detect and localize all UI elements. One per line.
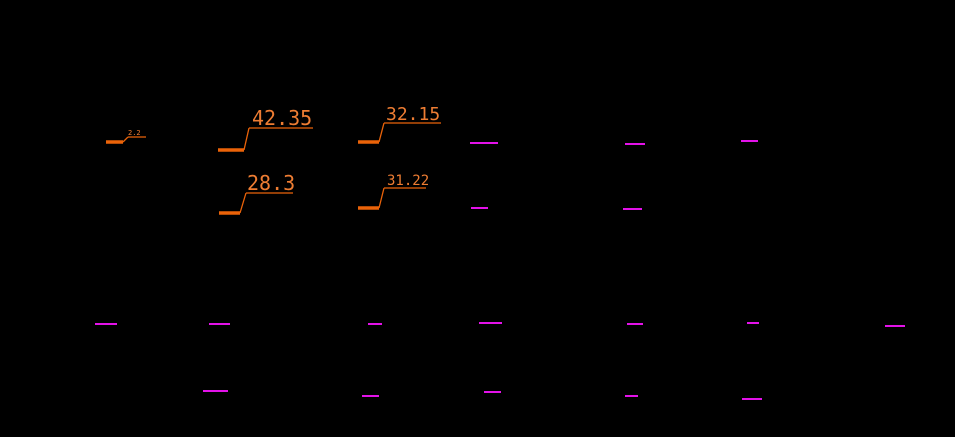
- dimension-label[interactable]: 32.15: [386, 104, 440, 125]
- leader-diagonal-line: [378, 187, 385, 209]
- dimension-annotation[interactable]: 28.3: [219, 171, 295, 215]
- dimension-annotation[interactable]: 32.15: [358, 104, 441, 144]
- leader-diagonal-line: [378, 122, 385, 143]
- dimension-label[interactable]: 28.3: [247, 171, 295, 195]
- dimension-label[interactable]: 2.2: [128, 129, 141, 137]
- dimension-label[interactable]: 42.35: [252, 106, 312, 130]
- leader-diagonal-line: [239, 192, 247, 214]
- dimension-annotation[interactable]: 31.22: [358, 173, 429, 210]
- leader-diagonal-line: [243, 127, 250, 151]
- dimension-annotation[interactable]: 42.35: [218, 106, 313, 152]
- dimension-annotation[interactable]: 2.2: [106, 129, 146, 144]
- leader-diagonal-line: [122, 136, 129, 143]
- dimension-label[interactable]: 31.22: [387, 173, 429, 189]
